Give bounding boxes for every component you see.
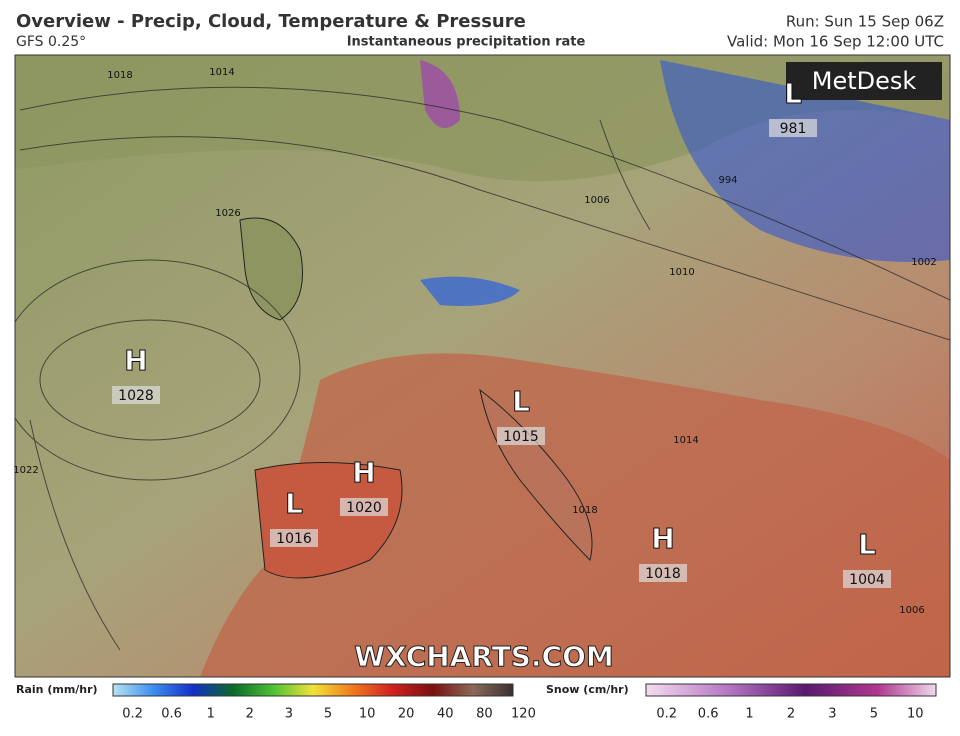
rain-tick-label: 2 xyxy=(246,707,254,722)
pressure-label-box xyxy=(769,119,817,137)
pressure-center-symbol: H xyxy=(124,344,147,377)
pressure-center-value: 981 xyxy=(780,121,807,137)
isobars xyxy=(15,86,950,651)
isobar-label: 1010 xyxy=(669,267,694,278)
rain-tick-label: 1 xyxy=(207,707,215,722)
iberia xyxy=(254,462,403,579)
model: GFS 0.25° xyxy=(16,34,86,50)
pressure-center-symbol: L xyxy=(512,385,530,418)
run: Run: Sun 15 Sep 06Z xyxy=(786,13,944,31)
isobar-label: 1022 xyxy=(13,465,38,476)
isobar-label: 994 xyxy=(718,175,737,186)
rain-tick-label: 10 xyxy=(359,707,376,722)
subtitle: Instantaneous precipitation rate xyxy=(347,35,586,50)
pressure-label-box xyxy=(639,564,687,582)
snow-tick-label: 2 xyxy=(787,707,795,722)
pressure-label-box xyxy=(497,427,545,445)
pressure-label-box xyxy=(340,498,388,516)
pressure-center-value: 1015 xyxy=(503,429,539,445)
pressure-center-symbol: L xyxy=(784,77,802,110)
pressure-center-value: 1016 xyxy=(276,531,312,547)
rain-area xyxy=(420,276,520,306)
snow-area xyxy=(420,60,460,128)
pressure-label-box xyxy=(112,386,160,404)
snow-tick-label: 3 xyxy=(828,707,836,722)
isobar-label: 1006 xyxy=(584,195,609,206)
isobar-label: 1026 xyxy=(215,208,240,219)
snow-tick-label: 5 xyxy=(870,707,878,722)
snow-tick-label: 1 xyxy=(745,707,753,722)
rain-tick-label: 0.6 xyxy=(161,707,182,722)
rain-tick-label: 80 xyxy=(476,707,493,722)
pressure-center-symbol: L xyxy=(285,487,303,520)
rain-legend-title: Rain (mm/hr) xyxy=(16,683,98,696)
pressure-center-value: 1004 xyxy=(849,572,885,588)
pressure-center-symbol: H xyxy=(651,522,674,555)
isobar-label: 1014 xyxy=(673,435,698,446)
britain xyxy=(239,217,303,321)
snow-tick-label: 0.6 xyxy=(698,707,719,722)
logo: MetDesk xyxy=(812,67,917,95)
pressure-center-symbol: L xyxy=(858,528,876,561)
watermark: WXCHARTS.COM xyxy=(354,640,614,673)
title: Overview - Precip, Cloud, Temperature & … xyxy=(16,11,526,32)
rain-tick-label: 3 xyxy=(285,707,293,722)
snow-colorbar xyxy=(645,683,937,697)
rain-tick-label: 5 xyxy=(324,707,332,722)
rain-tick-label: 40 xyxy=(437,707,454,722)
pressure-center-value: 1018 xyxy=(645,566,681,582)
isobar-label: 1014 xyxy=(209,67,234,78)
isobar-label: 1002 xyxy=(911,257,936,268)
rain-tick-label: 120 xyxy=(511,707,536,722)
pressure-center-value: 1028 xyxy=(118,388,154,404)
snow-tick-label: 0.2 xyxy=(656,707,677,722)
map-area xyxy=(15,55,950,677)
rain-tick-label: 20 xyxy=(398,707,415,722)
rain-tick-label: 0.2 xyxy=(122,707,143,722)
snow-legend-title: Snow (cm/hr) xyxy=(546,683,629,696)
valid: Valid: Mon 16 Sep 12:00 UTC xyxy=(727,33,944,51)
pressure-label-box xyxy=(270,529,318,547)
isobar-label: 1018 xyxy=(572,505,597,516)
snow-tick-label: 10 xyxy=(907,707,924,722)
pressure-label-box xyxy=(843,570,891,588)
pressure-center-symbol: H xyxy=(352,456,375,489)
rain-area xyxy=(660,60,950,262)
isobar-label: 1018 xyxy=(107,70,132,81)
logo-box xyxy=(786,62,942,100)
pressure-center-value: 1020 xyxy=(346,500,382,516)
map-frame xyxy=(14,54,951,678)
isobar-label: 1006 xyxy=(899,605,924,616)
rain-colorbar xyxy=(112,683,514,697)
